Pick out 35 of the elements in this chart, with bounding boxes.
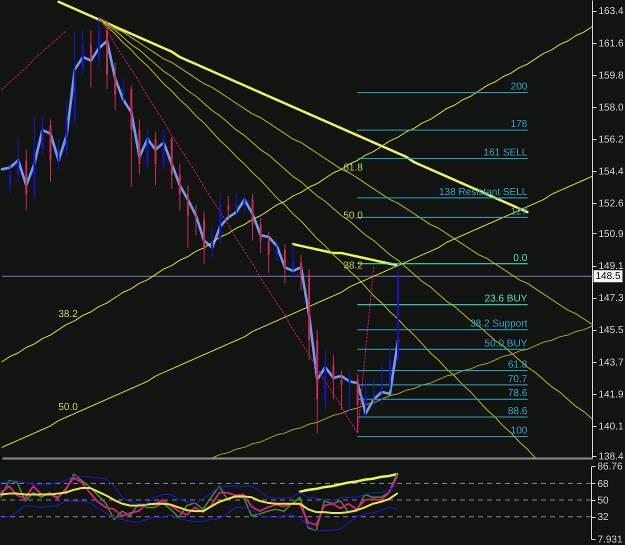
y-tick-label: 138.4: [598, 452, 624, 463]
y-tick-label: 140.1: [598, 421, 624, 432]
y-tick-label: 154.4: [598, 166, 624, 178]
series-label: 23.6 BUY: [484, 294, 528, 305]
annotation: 50.0: [343, 210, 364, 222]
annotation: 50.0: [58, 402, 78, 414]
y-tick-label: 149.1: [598, 261, 624, 272]
series-label: 78.6: [508, 388, 528, 400]
y-tick-label: 145.5: [598, 325, 624, 336]
y-tick-label: 7.931: [598, 534, 623, 545]
y-tick-label: 156.2: [598, 134, 624, 146]
y-tick-label: 141.9: [598, 389, 624, 400]
y-tick-label: 152.6: [598, 198, 624, 210]
y-tick-label: 161.6: [598, 38, 624, 50]
y-tick-label: 32: [598, 512, 610, 524]
y-tick-label: 68: [598, 478, 610, 490]
annotation: 38.2: [58, 309, 78, 320]
series-label: 61.8: [508, 360, 528, 371]
y-tick-label: 163.4: [598, 6, 624, 18]
series-label: 100: [510, 426, 528, 437]
y-tick-label: 143.7: [598, 357, 624, 368]
ref-line-label: 148.5: [595, 271, 621, 282]
series-label: 70.7: [508, 374, 528, 385]
y-tick-label: 86.76: [598, 462, 623, 472]
y-tick-label: 147.3: [598, 293, 624, 304]
series-label: 178: [510, 119, 528, 130]
series-label: 200: [510, 82, 528, 93]
y-tick-label: 50: [598, 496, 610, 507]
annotation: 61.8: [343, 162, 364, 174]
series-label: 0.0: [513, 252, 528, 264]
y-tick-label: 150.9: [598, 228, 624, 240]
series-label: 88.6: [508, 406, 528, 418]
y-tick-label: 158.0: [598, 102, 624, 114]
y-tick-label: 159.8: [598, 70, 624, 82]
series-label: 161 SELL: [483, 148, 528, 159]
